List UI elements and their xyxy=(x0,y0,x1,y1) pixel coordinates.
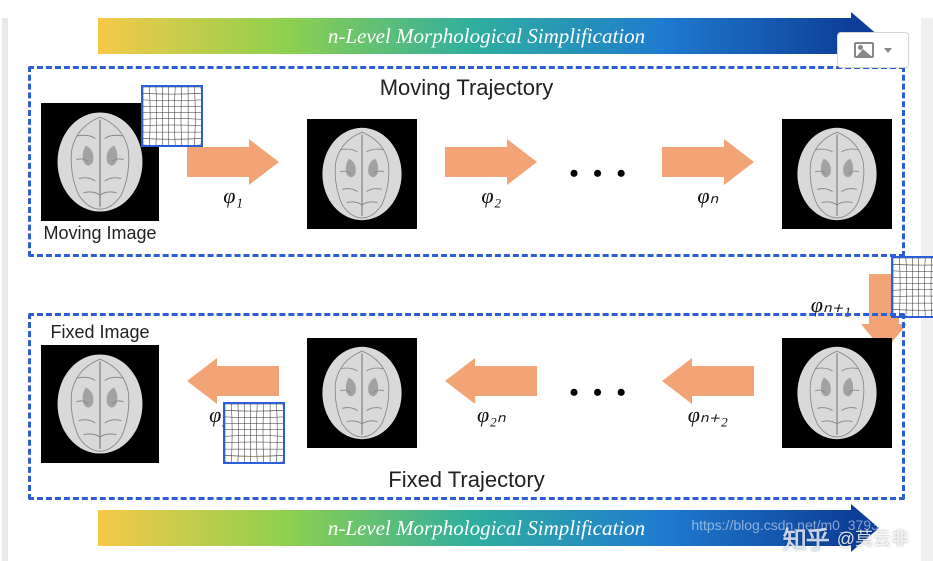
arrow-phi2n1: φ₂ₙ₊₁ xyxy=(187,358,279,428)
grid-overlay-2 xyxy=(891,256,933,318)
fixed-image-col: Fixed Image xyxy=(41,322,159,463)
fixed-trajectory-box: Fixed Image φ₂ₙ₊₁ xyxy=(28,313,905,500)
arrow-phin: φₙ xyxy=(662,139,754,209)
bottom-gradient-label: n-Level Morphological Simplification xyxy=(328,516,645,541)
phin2-label: φₙ₊₂ xyxy=(688,402,728,428)
arrow-phi2: φ₂ xyxy=(445,139,537,209)
moving-step-n xyxy=(782,119,892,229)
phin-label: φₙ xyxy=(697,183,718,209)
zhihu-logo-icon: 知乎 xyxy=(783,520,829,555)
fixed-row: Fixed Image φ₂ₙ₊₁ xyxy=(41,322,892,463)
chevron-down-icon xyxy=(884,48,892,53)
fixed-image xyxy=(41,345,159,463)
fixed-trajectory-title: Fixed Trajectory xyxy=(41,467,892,493)
phi2n-label: φ₂ₙ xyxy=(477,402,506,428)
fixed-step-1 xyxy=(307,338,417,448)
zhihu-watermark: 知乎 @莫云非 xyxy=(783,520,909,555)
moving-image-caption: Moving Image xyxy=(43,223,156,244)
zhihu-author: @莫云非 xyxy=(837,525,909,551)
ellipsis-bottom: • • • xyxy=(565,378,633,408)
moving-row: Moving Image φ₁ φ₂ • • • xyxy=(41,103,892,244)
ellipsis-top: • • • xyxy=(565,159,633,189)
phi2-label: φ₂ xyxy=(481,183,501,209)
arrow-phi2n: φ₂ₙ xyxy=(445,358,537,428)
image-icon xyxy=(854,42,874,58)
top-gradient-label: n-Level Morphological Simplification xyxy=(328,24,645,49)
grid-overlay-3 xyxy=(223,402,285,464)
top-gradient-arrow: n-Level Morphological Simplification xyxy=(98,18,875,54)
phi1-label: φ₁ xyxy=(223,183,243,209)
moving-image-col: Moving Image xyxy=(41,103,159,244)
moving-trajectory-box: Moving Trajectory Moving Image φ₁ xyxy=(28,66,905,257)
diagram-container: n-Level Morphological Simplification Mov… xyxy=(0,18,933,546)
image-toolbar[interactable] xyxy=(837,32,909,68)
moving-step-1 xyxy=(307,119,417,229)
arrow-phi1: φ₁ xyxy=(187,139,279,209)
arrow-phin2: φₙ₊₂ xyxy=(662,358,754,428)
fixed-image-caption: Fixed Image xyxy=(50,322,149,343)
fixed-step-n xyxy=(782,338,892,448)
